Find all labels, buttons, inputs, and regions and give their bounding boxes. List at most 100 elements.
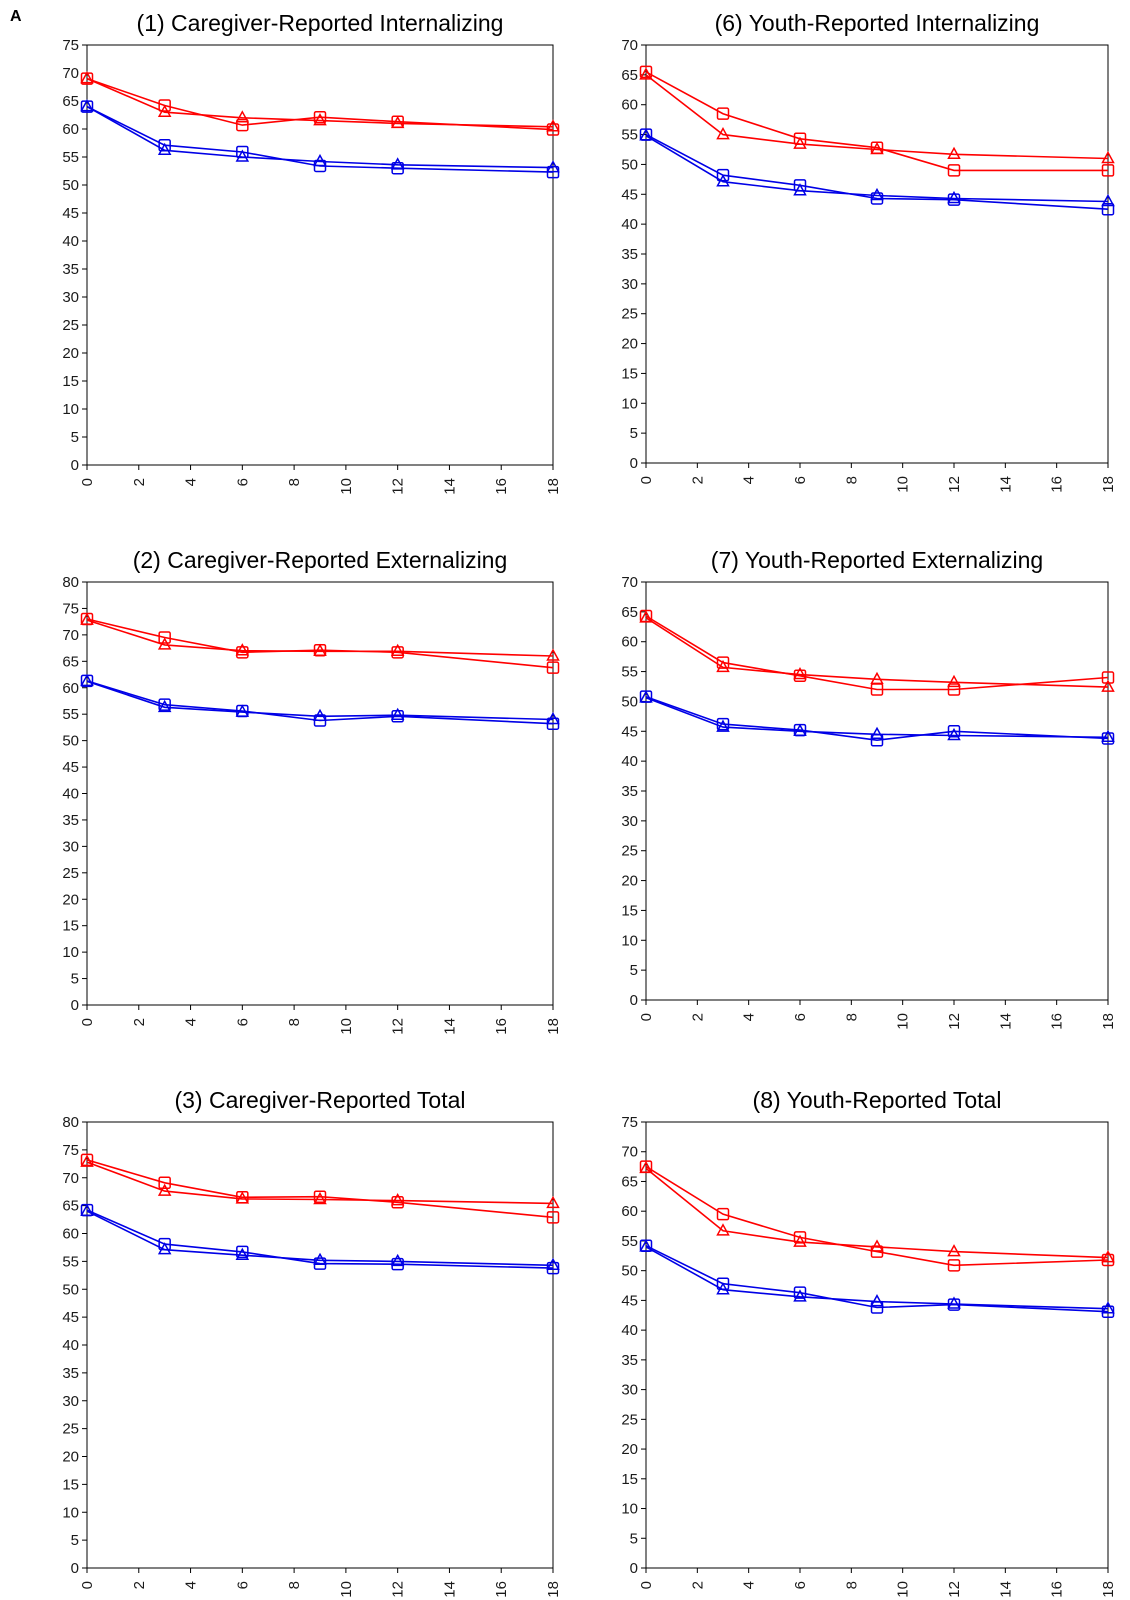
x-tick-label: 2 — [131, 1581, 148, 1589]
y-tick-label: 75 — [62, 1142, 79, 1159]
series-red-square — [639, 65, 1115, 177]
x-tick-label: 10 — [895, 1581, 912, 1598]
triangle-marker — [947, 674, 961, 688]
square-marker — [546, 1211, 560, 1224]
y-tick-label: 15 — [62, 373, 79, 390]
y-tick-label: 20 — [62, 1449, 79, 1466]
y-tick-label: 35 — [62, 261, 79, 278]
y-tick-label: 60 — [621, 1203, 638, 1220]
y-tick-label: 10 — [621, 1501, 638, 1518]
y-tick-label: 15 — [621, 365, 638, 382]
triangle-marker — [235, 1247, 250, 1260]
triangle-marker — [313, 708, 327, 722]
series-line — [645, 1244, 1109, 1313]
y-tick-label: 55 — [621, 1233, 638, 1250]
square-marker — [947, 193, 961, 206]
triangle-marker — [80, 1203, 94, 1216]
y-tick-label: 65 — [62, 1198, 79, 1215]
triangle-marker — [157, 142, 172, 156]
x-tick-label: 18 — [1100, 1013, 1117, 1030]
y-tick-label: 50 — [62, 177, 79, 194]
y-tick-label: 50 — [621, 156, 638, 173]
square-marker — [716, 168, 730, 182]
chart-panel: (8) Youth-Reported Total0510152025303540… — [621, 1087, 1117, 1598]
triangle-marker — [390, 1193, 405, 1206]
y-tick-label: 55 — [621, 664, 638, 681]
square-marker — [793, 1286, 807, 1299]
y-tick-label: 60 — [62, 121, 79, 138]
triangle-marker — [793, 1234, 807, 1247]
triangle-marker — [390, 157, 405, 170]
triangle-marker — [870, 1239, 884, 1252]
panel-letter: A — [10, 8, 22, 25]
triangle-marker — [80, 673, 94, 687]
y-tick-label: 80 — [62, 574, 79, 591]
y-tick-label: 0 — [630, 992, 638, 1009]
square-marker — [947, 725, 961, 738]
x-tick-label: 2 — [689, 1013, 706, 1021]
triangle-marker — [157, 637, 172, 650]
x-tick-label: 16 — [493, 478, 510, 495]
plot-frame — [645, 44, 1109, 464]
y-tick-label: 15 — [621, 1471, 638, 1488]
x-tick-label: 16 — [493, 1581, 510, 1598]
square-marker — [236, 118, 249, 132]
square-marker — [313, 110, 327, 124]
y-tick-label: 5 — [71, 1532, 79, 1549]
triangle-marker — [157, 104, 172, 117]
y-tick-label: 50 — [62, 1281, 79, 1298]
plot-frame — [645, 1121, 1109, 1569]
y-tick-label: 35 — [62, 812, 79, 829]
series-red-triangle — [639, 67, 1115, 164]
y-tick-label: 40 — [62, 233, 79, 250]
series-line — [645, 135, 1109, 203]
y-tick-label: 10 — [621, 395, 638, 412]
triangle-marker — [639, 1239, 653, 1252]
y-tick-label: 25 — [621, 306, 638, 323]
square-marker — [158, 1176, 171, 1190]
x-tick-label: 4 — [183, 1581, 200, 1589]
chart-title: (3) Caregiver-Reported Total — [174, 1087, 465, 1113]
y-tick-label: 30 — [621, 276, 638, 293]
triangle-marker — [235, 110, 250, 123]
y-tick-label: 0 — [71, 997, 79, 1014]
y-tick-label: 30 — [62, 838, 79, 855]
x-tick-label: 14 — [997, 1581, 1014, 1598]
triangle-marker — [870, 187, 884, 201]
y-tick-label: 25 — [621, 843, 638, 860]
triangle-marker — [870, 141, 884, 155]
y-tick-label: 80 — [62, 1114, 79, 1131]
square-marker — [391, 710, 404, 723]
triangle-marker — [870, 726, 884, 740]
square-marker — [158, 631, 171, 644]
series-line — [86, 77, 554, 131]
square-marker — [716, 1207, 730, 1221]
x-tick-label: 0 — [638, 476, 655, 484]
series-blue-triangle — [80, 1203, 560, 1271]
x-tick-label: 18 — [545, 478, 562, 495]
series-red-triangle — [80, 612, 560, 661]
plot-frame — [86, 44, 554, 466]
y-tick-label: 70 — [621, 37, 638, 54]
chart-title: (1) Caregiver-Reported Internalizing — [137, 10, 504, 36]
x-tick-label: 12 — [390, 478, 407, 495]
square-marker — [716, 717, 730, 731]
triangle-marker — [639, 128, 653, 141]
x-tick-label: 6 — [234, 1018, 251, 1026]
triangle-marker — [716, 174, 730, 187]
y-tick-label: 40 — [621, 1322, 638, 1339]
triangle-marker — [546, 1257, 560, 1271]
triangle-marker — [1101, 1301, 1115, 1314]
series-line — [86, 1209, 554, 1269]
triangle-marker — [157, 1183, 172, 1196]
triangle-marker — [80, 1154, 94, 1167]
x-tick-label: 18 — [545, 1018, 562, 1035]
triangle-marker — [639, 67, 653, 80]
y-tick-label: 75 — [62, 600, 79, 617]
x-tick-label: 0 — [79, 1018, 96, 1026]
y-tick-label: 60 — [621, 97, 638, 114]
square-marker — [1101, 164, 1115, 177]
x-tick-label: 2 — [689, 1581, 706, 1589]
series-line — [645, 74, 1109, 160]
y-tick-label: 35 — [621, 783, 638, 800]
